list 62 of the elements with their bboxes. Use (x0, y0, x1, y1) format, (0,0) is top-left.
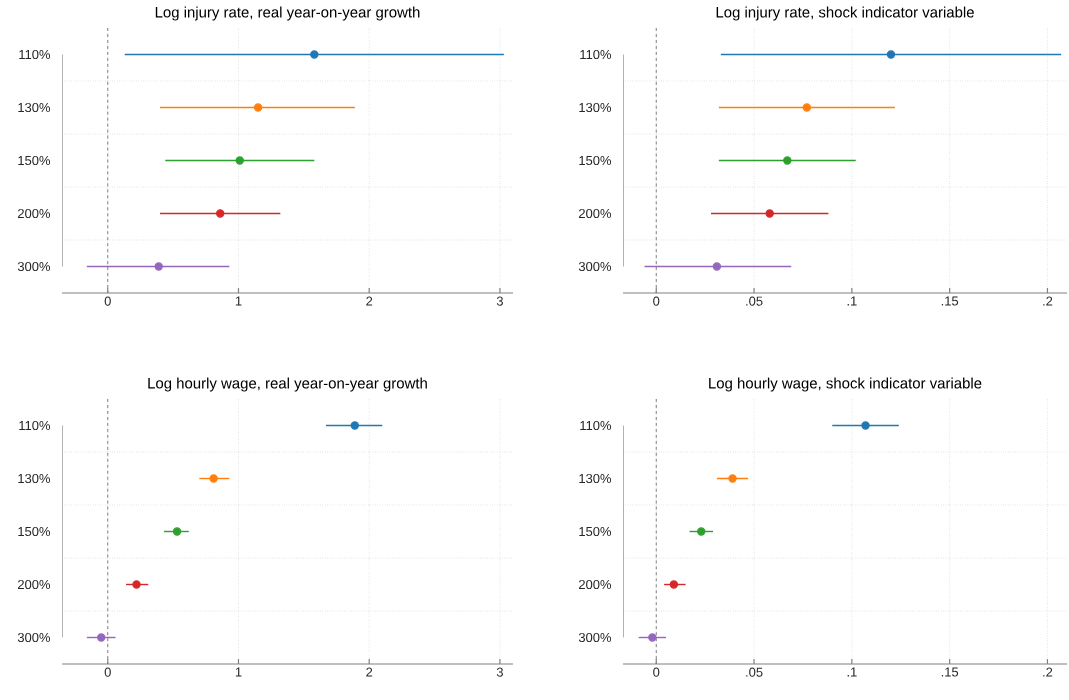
point (802, 103, 812, 112)
point (765, 209, 774, 218)
point (310, 50, 319, 59)
x-tick-label: 0 (653, 296, 660, 306)
y-tick-label: 300% (578, 261, 612, 272)
point (97, 633, 106, 642)
point (132, 580, 141, 589)
point (215, 209, 225, 218)
y-tick-label: 300% (17, 261, 51, 272)
point (712, 262, 722, 271)
point (886, 50, 896, 59)
y-tick-label: 200% (579, 579, 612, 590)
chart-title: Log injury rate, shock indicator variable (716, 6, 974, 21)
y-tick-label: 200% (579, 208, 612, 219)
x-tick-label: .05 (746, 296, 763, 306)
x-tick-label: .05 (746, 667, 763, 677)
point (783, 156, 792, 165)
point (253, 103, 263, 112)
y-tick-label: 130% (18, 102, 51, 113)
y-tick-label: 130% (579, 102, 612, 113)
y-tick-label: 130% (18, 473, 51, 484)
x-tick-label: .1 (847, 296, 857, 306)
y-tick-label: 150% (18, 526, 51, 537)
chart-title: Log hourly wage, real year-on-year growth (148, 377, 427, 392)
y-tick-label: 200% (18, 579, 51, 590)
x-tick-label: .1 (847, 667, 857, 677)
point (172, 527, 182, 536)
x-tick-label: 3 (496, 667, 503, 677)
point (728, 474, 737, 483)
x-tick-label: 0 (104, 667, 111, 677)
x-tick-label: 2 (366, 667, 373, 677)
y-tick-label: 130% (579, 473, 612, 484)
y-tick-label: 300% (578, 632, 612, 643)
point (697, 527, 706, 536)
y-tick-label: 150% (579, 526, 612, 537)
y-tick-label: 200% (18, 208, 51, 219)
y-tick-label: 150% (18, 155, 51, 166)
x-tick-label: .15 (941, 296, 959, 306)
x-tick-label: 2 (366, 296, 373, 306)
point (235, 156, 244, 165)
x-tick-label: 3 (496, 296, 503, 306)
chart-title: Log hourly wage, shock indicator variable (709, 377, 982, 392)
x-tick-label: .15 (941, 667, 959, 677)
y-tick-label: 150% (579, 155, 612, 166)
point (648, 633, 657, 642)
y-tick-label: 110% (580, 49, 612, 60)
x-tick-label: .2 (1043, 296, 1053, 306)
point (861, 421, 870, 430)
x-tick-label: 1 (235, 667, 242, 677)
point (209, 474, 218, 483)
point (350, 421, 360, 430)
x-tick-label: .2 (1043, 667, 1053, 677)
x-tick-label: 1 (235, 296, 242, 306)
x-tick-label: 0 (104, 296, 111, 306)
y-tick-label: 110% (19, 49, 51, 60)
y-tick-label: 110% (19, 420, 51, 431)
y-tick-label: 300% (17, 632, 51, 643)
y-tick-label: 110% (580, 420, 612, 431)
x-tick-label: 0 (653, 667, 660, 677)
point (669, 580, 679, 589)
chart-title: Log injury rate, real year-on-year growth (155, 6, 420, 21)
point (154, 262, 163, 271)
